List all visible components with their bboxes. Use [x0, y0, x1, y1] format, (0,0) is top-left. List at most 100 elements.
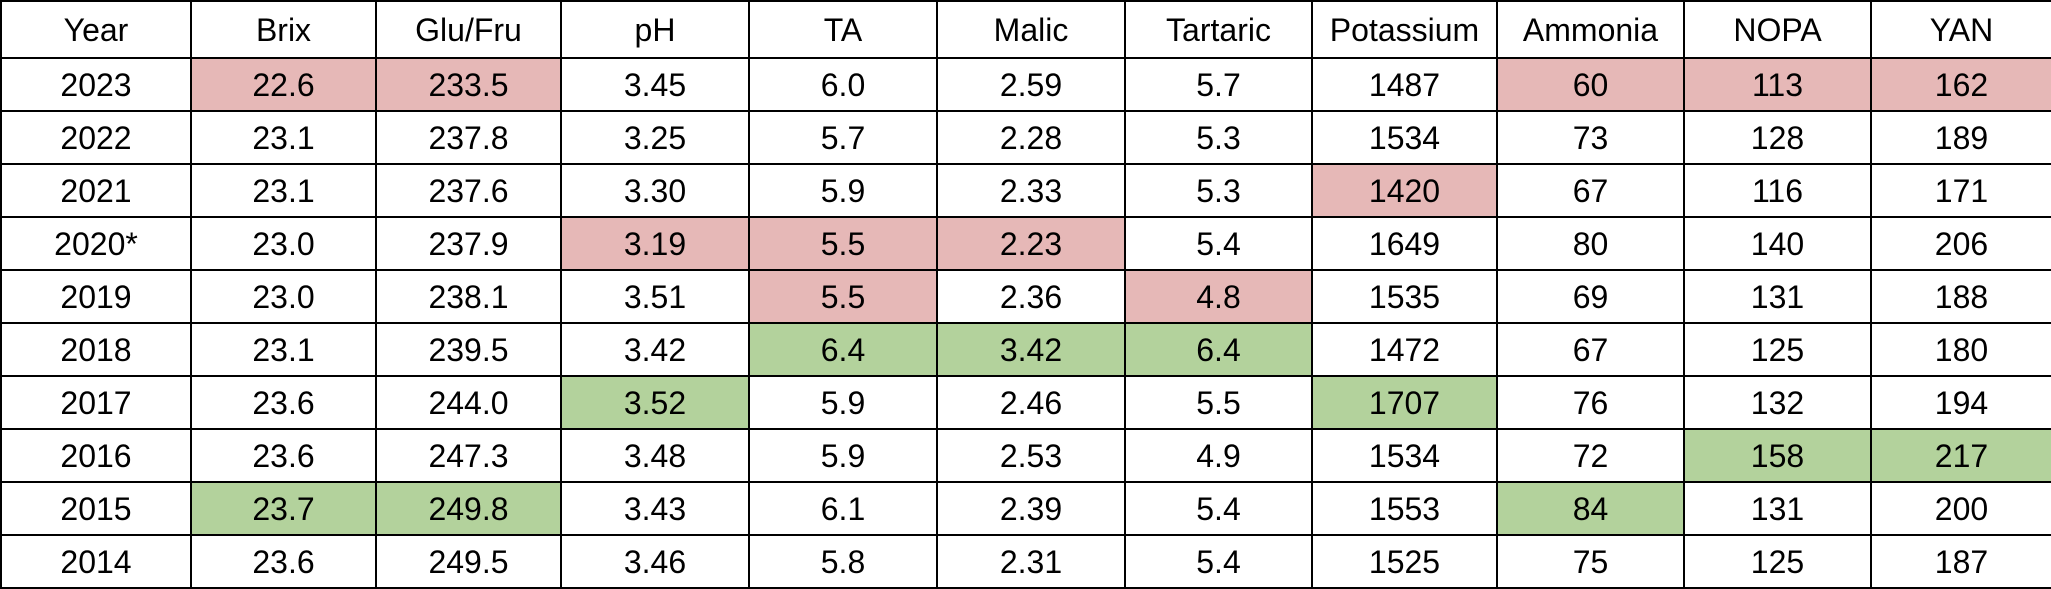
table-cell: 162 — [1870, 57, 2051, 112]
column-header: Year — [0, 0, 192, 59]
table-cell: 2.33 — [936, 163, 1126, 218]
column-header: Malic — [936, 0, 1126, 59]
table-cell: 5.4 — [1124, 216, 1313, 271]
column-header: Glu/Fru — [375, 0, 562, 59]
table-cell: 3.48 — [560, 428, 750, 483]
table-cell: 3.52 — [560, 375, 750, 430]
table-cell: 189 — [1870, 110, 2051, 165]
table-cell: 1534 — [1311, 110, 1498, 165]
table-cell: 158 — [1683, 428, 1872, 483]
table-cell: 237.9 — [375, 216, 562, 271]
table-cell: 23.1 — [190, 110, 377, 165]
table-cell: 72 — [1496, 428, 1685, 483]
table-cell: 171 — [1870, 163, 2051, 218]
table-cell: 67 — [1496, 322, 1685, 377]
table-cell: 2.39 — [936, 481, 1126, 536]
table-row: 2022 23.1 237.8 3.25 5.7 2.28 5.3 1534 73 128 189 — [0, 110, 2051, 165]
table-cell: 5.9 — [748, 428, 938, 483]
table-row: 2023 22.6 233.5 3.45 6.0 2.59 5.7 1487 60 113 162 — [0, 57, 2051, 112]
table-cell: 5.8 — [748, 534, 938, 589]
table-cell: 60 — [1496, 57, 1685, 112]
table-cell: 5.9 — [748, 163, 938, 218]
table-cell: 76 — [1496, 375, 1685, 430]
table-cell: 2.23 — [936, 216, 1126, 271]
table-row: 2015 23.7 249.8 3.43 6.1 2.39 5.4 1553 84 131 200 — [0, 481, 2051, 536]
year-cell: 2014 — [0, 534, 192, 589]
table-cell: 131 — [1683, 481, 1872, 536]
table-cell: 1553 — [1311, 481, 1498, 536]
table-cell: 5.5 — [748, 216, 938, 271]
table-cell: 187 — [1870, 534, 2051, 589]
table-cell: 1534 — [1311, 428, 1498, 483]
table-cell: 69 — [1496, 269, 1685, 324]
table-cell: 3.46 — [560, 534, 750, 589]
table-cell: 128 — [1683, 110, 1872, 165]
year-cell: 2016 — [0, 428, 192, 483]
year-cell: 2018 — [0, 322, 192, 377]
table-cell: 67 — [1496, 163, 1685, 218]
table-cell: 4.8 — [1124, 269, 1313, 324]
table-cell: 239.5 — [375, 322, 562, 377]
table-cell: 23.1 — [190, 322, 377, 377]
column-header: TA — [748, 0, 938, 59]
table-cell: 249.8 — [375, 481, 562, 536]
table-cell: 80 — [1496, 216, 1685, 271]
table-cell: 180 — [1870, 322, 2051, 377]
table-cell: 188 — [1870, 269, 2051, 324]
table-row: 2017 23.6 244.0 3.52 5.9 2.46 5.5 1707 76 132 194 — [0, 375, 2051, 430]
table-cell: 23.0 — [190, 269, 377, 324]
table-body: 2023 22.6 233.5 3.45 6.0 2.59 5.7 1487 60 113 162 2… — [0, 57, 2051, 589]
table-cell: 5.7 — [1124, 57, 1313, 112]
table-cell: 5.7 — [748, 110, 938, 165]
table-cell: 1525 — [1311, 534, 1498, 589]
table-cell: 116 — [1683, 163, 1872, 218]
year-cell: 2017 — [0, 375, 192, 430]
table-cell: 5.3 — [1124, 163, 1313, 218]
column-header: YAN — [1870, 0, 2051, 59]
table-cell: 2.28 — [936, 110, 1126, 165]
table-cell: 113 — [1683, 57, 1872, 112]
table-cell: 3.30 — [560, 163, 750, 218]
table-row: 2020* 23.0 237.9 3.19 5.5 2.23 5.4 1649 80 140 206 — [0, 216, 2051, 271]
table-cell: 238.1 — [375, 269, 562, 324]
table-cell: 5.5 — [1124, 375, 1313, 430]
year-cell: 2022 — [0, 110, 192, 165]
table-cell: 249.5 — [375, 534, 562, 589]
table-cell: 247.3 — [375, 428, 562, 483]
table-cell: 125 — [1683, 534, 1872, 589]
column-header: NOPA — [1683, 0, 1872, 59]
column-header: pH — [560, 0, 750, 59]
table-cell: 140 — [1683, 216, 1872, 271]
column-header: Brix — [190, 0, 377, 59]
table-row: 2019 23.0 238.1 3.51 5.5 2.36 4.8 1535 69 131 188 — [0, 269, 2051, 324]
table-row: 2021 23.1 237.6 3.30 5.9 2.33 5.3 1420 67 116 171 — [0, 163, 2051, 218]
table-cell: 1535 — [1311, 269, 1498, 324]
table-cell: 3.51 — [560, 269, 750, 324]
table-cell: 125 — [1683, 322, 1872, 377]
table-cell: 3.25 — [560, 110, 750, 165]
table-cell: 2.36 — [936, 269, 1126, 324]
table-cell: 3.19 — [560, 216, 750, 271]
table-cell: 1472 — [1311, 322, 1498, 377]
table-cell: 5.4 — [1124, 534, 1313, 589]
table-cell: 3.43 — [560, 481, 750, 536]
table-cell: 6.1 — [748, 481, 938, 536]
table-cell: 2.46 — [936, 375, 1126, 430]
table-cell: 23.1 — [190, 163, 377, 218]
table-cell: 5.9 — [748, 375, 938, 430]
table-cell: 2.59 — [936, 57, 1126, 112]
table-cell: 200 — [1870, 481, 2051, 536]
table-cell: 5.3 — [1124, 110, 1313, 165]
table-cell: 1707 — [1311, 375, 1498, 430]
table-cell: 23.6 — [190, 375, 377, 430]
table-cell: 5.5 — [748, 269, 938, 324]
table-cell: 23.0 — [190, 216, 377, 271]
table-cell: 131 — [1683, 269, 1872, 324]
table-cell: 233.5 — [375, 57, 562, 112]
column-header: Ammonia — [1496, 0, 1685, 59]
table-cell: 237.6 — [375, 163, 562, 218]
header-row: Year Brix Glu/Fru pH TA Malic Tartaric Potassiu… — [0, 0, 2051, 59]
table-cell: 3.42 — [560, 322, 750, 377]
table-cell: 6.4 — [1124, 322, 1313, 377]
